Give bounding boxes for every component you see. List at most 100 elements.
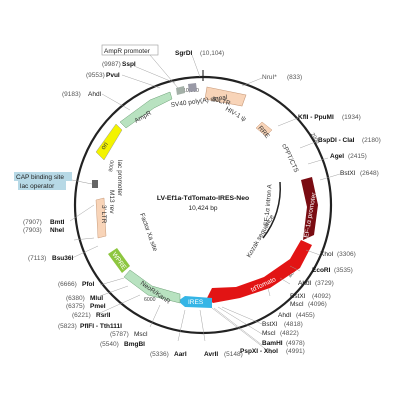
- site-position: (2180): [362, 137, 381, 144]
- ampr-feature: [119, 91, 173, 129]
- site-name: BstXI: [262, 321, 278, 328]
- lac-operator-label: lac operator: [20, 183, 55, 190]
- site-name: AvrII: [204, 351, 218, 358]
- site-position: (4455): [296, 312, 315, 319]
- site-name: RsrII: [96, 312, 111, 319]
- lac-operator-box: [18, 181, 66, 190]
- ef1a-intron-label: EF-1α intron A: [263, 183, 274, 226]
- ampr-promoter-label: AmpR promoter: [104, 48, 151, 55]
- site-position: (833): [287, 74, 302, 81]
- rre-feature: [255, 121, 273, 137]
- site-name: AhdI: [88, 91, 102, 98]
- ltr3-feature: [95, 197, 107, 239]
- site-position: (9987): [102, 61, 121, 68]
- site-position: (5540): [100, 341, 119, 348]
- site-position: (6221): [72, 312, 91, 319]
- site-position: (3306): [337, 251, 356, 258]
- site-position: (6380): [66, 295, 85, 302]
- site-name: NheI: [50, 227, 64, 234]
- ltr3-label: 3' LTR: [100, 205, 107, 224]
- site-position: (7113): [28, 255, 46, 262]
- ampr-promoter-feature: [176, 86, 185, 95]
- factor-xa-label: Factor Xa site: [138, 212, 158, 252]
- callout-line: [71, 179, 93, 185]
- rre-label: RRE: [256, 125, 271, 141]
- site-name: SspI: [122, 61, 136, 68]
- site-name: EcoRI: [312, 267, 331, 274]
- plasmid-size: 10,424 bp: [189, 205, 218, 212]
- lac-operator-mark: [92, 180, 98, 188]
- site-name: BspDI - ClaI: [318, 137, 355, 144]
- site-position: (10,104): [200, 50, 224, 57]
- site-name: Bsu36I: [52, 255, 74, 262]
- site-position: (4092): [312, 293, 331, 300]
- site-name: BmtI: [50, 219, 65, 226]
- ires-feature: [178, 296, 212, 308]
- site-position: (3535): [334, 267, 353, 274]
- cap-site-label: CAP binding site: [16, 174, 64, 181]
- kozak-label: Kozak sequence: [246, 214, 276, 259]
- site-position: (4991): [286, 348, 305, 355]
- site-name: BmgBI: [124, 341, 145, 348]
- site-name: SgrDI: [175, 50, 193, 57]
- ori-feature: [95, 123, 123, 161]
- site-name: BstXI: [340, 170, 356, 177]
- site-position: (5823): [58, 323, 77, 330]
- neor-feature: [123, 269, 181, 304]
- site-name: MscI: [290, 301, 304, 308]
- site-name: AgeI: [330, 153, 344, 160]
- hiv-label: HIV-1 ψ: [224, 106, 247, 124]
- ef1a-intron-feature: [262, 181, 282, 239]
- site-name: AhdI: [298, 280, 312, 287]
- site-position: (6666): [58, 281, 77, 288]
- site-position: (5148): [224, 351, 243, 358]
- wpre-feature: [108, 248, 130, 273]
- ampr-promoter-box: [101, 44, 159, 56]
- tick-label-8000: 8000: [108, 160, 116, 173]
- ori-label: ori: [100, 141, 110, 151]
- site-position: (4822): [280, 330, 299, 337]
- site-position: (2648): [360, 170, 379, 177]
- ires-label: IRES: [188, 299, 204, 306]
- site-name: PvuI: [106, 72, 120, 79]
- site-position: (4096): [308, 301, 327, 308]
- site-position: (9553): [86, 72, 105, 79]
- site-name: BstXI: [290, 293, 306, 300]
- site-position: (5787): [110, 331, 129, 338]
- tick-label-6000: 6000: [144, 297, 156, 303]
- cppt-label: cPPT/CTS: [280, 143, 300, 174]
- plasmid-title: LV-Ef1a-TdTomato-IRES-Neo: [157, 195, 249, 202]
- site-name: NruI*: [262, 74, 277, 81]
- site-name: KflI - PpuMI: [298, 114, 334, 121]
- cap-site-box: [14, 172, 72, 181]
- site-leader-lines: [69, 54, 341, 355]
- sv40-label: SV40 poly(A) signal: [170, 94, 228, 109]
- site-position: (6375): [66, 303, 85, 310]
- site-position: (4978): [286, 340, 305, 347]
- site-position: (4818): [284, 321, 303, 328]
- site-position: (9183): [62, 91, 81, 98]
- site-name: MluI: [90, 295, 103, 302]
- site-name: PmeI: [90, 303, 106, 310]
- site-name: BamHI: [262, 340, 283, 347]
- ltr5-feature: [204, 86, 247, 107]
- lac-promoter-label: lac promoter: [116, 160, 123, 197]
- ef1a-promoter-feature: [301, 177, 318, 240]
- site-position: (1934): [342, 114, 361, 121]
- site-name: AhdI: [278, 312, 292, 319]
- site-name: MscI: [262, 330, 276, 337]
- site-name: PfoI: [82, 281, 94, 288]
- tick-label-2000: 2000: [309, 132, 320, 145]
- site-name: XhoI: [320, 251, 334, 258]
- site-name: AarI: [174, 351, 187, 358]
- tdtomato-feature: [207, 240, 312, 303]
- site-name: PflFI - Tth111I: [80, 323, 122, 330]
- ltr5-label: 5' LTR: [212, 96, 232, 107]
- site-name: MscI: [134, 331, 148, 338]
- site-name: PspXI - XhoI: [240, 348, 278, 355]
- site-position: (2415): [348, 153, 367, 160]
- site-position: (5336): [150, 351, 169, 358]
- m13rev-label: M13 rev: [108, 190, 115, 214]
- site-position: (3729): [315, 280, 334, 287]
